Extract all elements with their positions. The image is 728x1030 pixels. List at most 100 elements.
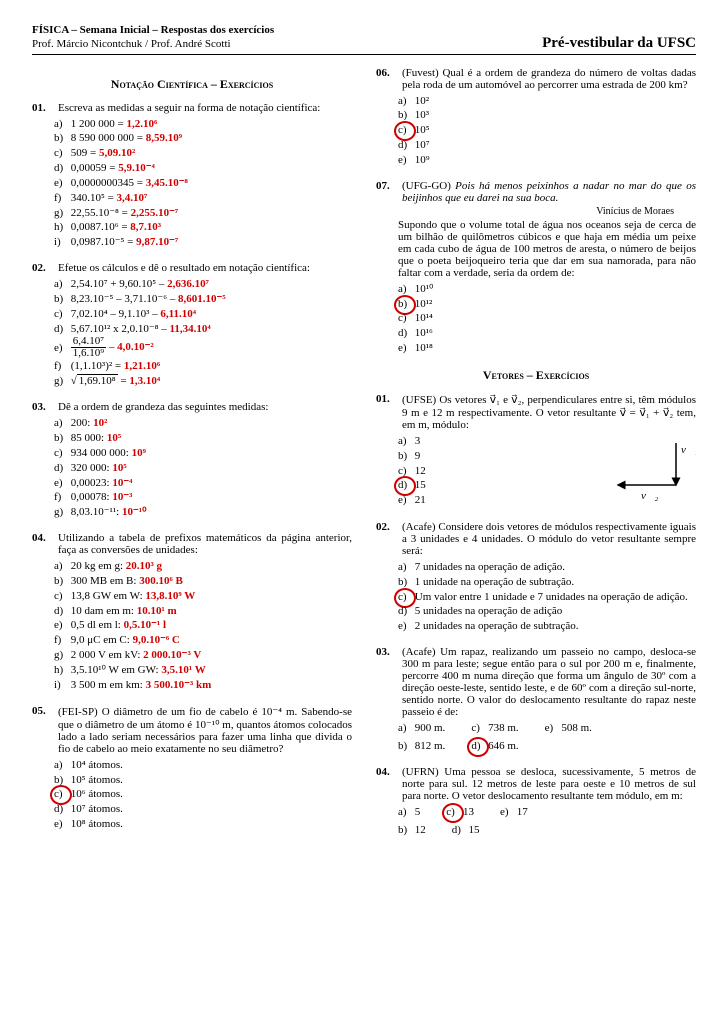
opt-a: a) 900 m. (398, 721, 445, 736)
q-text: Escreva as medidas a seguir na forma de … (58, 102, 352, 114)
course-title: FÍSICA – Semana Inicial – Respostas dos … (32, 24, 274, 38)
opt-g: g) 8,03.10⁻¹¹: 10⁻¹⁰ (54, 505, 352, 520)
opt-d: d) 10¹⁶ (398, 326, 696, 341)
opt-e: e) 0,00023: 10⁻⁴ (54, 476, 352, 491)
q-text: (Acafe) Considere dois vetores de módulo… (402, 521, 696, 557)
opt-d: d) 646 m. (471, 739, 518, 754)
opt-i: i) 0,0987.10⁻⁵ = 9,87.10⁻⁷ (54, 235, 352, 250)
opt-c: c) 13,8 GW em W: 13,8.10⁹ W (54, 589, 352, 604)
q-num: 01. (32, 102, 52, 114)
q-text: Efetue os cálculos e dê o resultado em n… (58, 262, 352, 274)
opt-a: a) 5 (398, 805, 420, 820)
q-num: 02. (32, 262, 52, 274)
opt-e: e) 10⁸ átomos. (54, 817, 352, 832)
question-07: 07. (UFG-GO) Pois há menos peixinhos a n… (376, 180, 696, 356)
page-header: FÍSICA – Semana Inicial – Respostas dos … (32, 24, 696, 55)
opt-a: a) 10¹⁰ (398, 282, 696, 297)
opt-e: e) 2 unidades na operação de subtração. (398, 619, 696, 634)
content-columns: Notação Científica – Exercícios 01. Escr… (32, 67, 696, 850)
opt-d: d) 15 (452, 823, 480, 838)
opt-g: g) 2 000 V em kV: 2 000.10⁻³ V (54, 648, 352, 663)
opt-e: e) 21 (398, 493, 696, 508)
opt-d: d) 10⁷ (398, 138, 696, 153)
opt-b: b) 1 unidade na operação de subtração. (398, 575, 696, 590)
opt-f: f) 9,0 μC em C: 9,0.10⁻⁶ C (54, 633, 352, 648)
q-text: (FEI-SP) O diâmetro de um fio de cabelo … (58, 705, 352, 755)
opt-b: b) 10⁵ átomos. (54, 773, 352, 788)
opt-b: b) 812 m. (398, 739, 445, 754)
opt-f: f) 0,00078: 10⁻³ (54, 490, 352, 505)
opt-b: b) 9 (398, 449, 696, 464)
opt-e: e) 10⁹ (398, 153, 696, 168)
opt-e: e) 10¹⁸ (398, 341, 696, 356)
opt-b: b) 10³ (398, 108, 696, 123)
opt-b: b) 12 (398, 823, 426, 838)
right-column: 06. (Fuvest) Qual é a ordem de grandeza … (376, 67, 696, 850)
opt-b: b) 300 MB em B: 300.10⁶ B (54, 574, 352, 589)
opt-c: c) 934 000 000: 10⁹ (54, 446, 352, 461)
q-num: 07. (376, 180, 396, 204)
opt-g: g) 22,55.10⁻⁸ = 2,255.10⁻⁷ (54, 206, 352, 221)
opt-c: c) 10¹⁴ (398, 311, 696, 326)
institution: Pré-vestibular da UFSC (542, 35, 696, 52)
opt-a: a) 3 (398, 434, 696, 449)
opt-d: d) 320 000: 10⁵ (54, 461, 352, 476)
q-num: 02. (376, 521, 396, 557)
opt-a: a) 10² (398, 94, 696, 109)
opt-a: a) 10⁴ átomos. (54, 758, 352, 773)
opt-d: d) 5,67.10¹² x 2,0.10⁻⁸ – 11,34.10⁴ (54, 322, 352, 337)
q-body-cont: Supondo que o volume total de água nos o… (398, 219, 696, 279)
opt-b: b) 10¹² (398, 297, 696, 312)
question-06: 06. (Fuvest) Qual é a ordem de grandeza … (376, 67, 696, 168)
opt-c: c) Um valor entre 1 unidade e 7 unidades… (398, 590, 696, 605)
opt-c: c) 509 = 5,09.10² (54, 146, 352, 161)
opt-c: c) 738 m. (471, 721, 518, 736)
header-left: FÍSICA – Semana Inicial – Respostas dos … (32, 24, 274, 52)
opt-h: h) 3,5.10¹⁰ W em GW: 3,5.10¹ W (54, 663, 352, 678)
vector-question-01: 01. (UFSE) Os vetores v⃗₁ e v⃗₂, perpend… (376, 393, 696, 509)
opt-a: a) 200: 10² (54, 416, 352, 431)
opt-d: d) 0,00059 = 5,9.10⁻⁴ (54, 161, 352, 176)
question-01: 01. Escreva as medidas a seguir na forma… (32, 102, 352, 251)
q-text: (UFRN) Uma pessoa se desloca, sucessivam… (402, 766, 696, 802)
professors: Prof. Márcio Nicontchuk / Prof. André Sc… (32, 38, 274, 52)
opt-f: f) (1,1.10³)² = 1,21.10⁶ (54, 359, 352, 374)
opt-h: h) 0,0087.10⁶ = 8,7.10³ (54, 220, 352, 235)
opt-e: e) 17 (500, 805, 528, 820)
opt-a: a) 1 200 000 = 1,2.10⁶ (54, 117, 352, 132)
vector-question-04: 04. (UFRN) Uma pessoa se desloca, sucess… (376, 766, 696, 838)
opt-c: c) 12 (398, 464, 696, 479)
q-num: 01. (376, 393, 396, 431)
opt-d: d) 10⁷ átomos. (54, 802, 352, 817)
q-text: (UFG-GO) Pois há menos peixinhos a nadar… (402, 180, 696, 204)
question-04: 04. Utilizando a tabela de prefixos mate… (32, 532, 352, 693)
opt-c: c) 10⁵ (398, 123, 696, 138)
q-num: 03. (376, 646, 396, 718)
q-text: (Fuvest) Qual é a ordem de grandeza do n… (402, 67, 696, 91)
q-text: Utilizando a tabela de prefixos matemáti… (58, 532, 352, 556)
q-text: Dê a ordem de grandeza das seguintes med… (58, 401, 352, 413)
opt-b: b) 8,23.10⁻⁵ – 3,71.10⁻⁶ – 8,601.10⁻⁵ (54, 292, 352, 307)
question-02: 02. Efetue os cálculos e dê o resultado … (32, 262, 352, 389)
opt-d: d) 10 dam em m: 10.10¹ m (54, 604, 352, 619)
poem-author: Vinícius de Moraes (376, 206, 674, 217)
vector-question-03: 03. (Acafe) Um rapaz, realizando um pass… (376, 646, 696, 754)
section-notacao: Notação Científica – Exercícios (32, 77, 352, 92)
opt-c: c) 10⁶ átomos. (54, 787, 352, 802)
q-num: 05. (32, 705, 52, 755)
q-text: (Acafe) Um rapaz, realizando um passeio … (402, 646, 696, 718)
vector-question-02: 02. (Acafe) Considere dois vetores de mó… (376, 521, 696, 634)
q-num: 04. (376, 766, 396, 802)
question-03: 03. Dê a ordem de grandeza das seguintes… (32, 401, 352, 520)
q-text: (UFSE) Os vetores v⃗₁ e v⃗₂, perpendicul… (402, 393, 696, 431)
opt-a: a) 2,54.10⁷ + 9,60.10⁵ – 2,636.10⁷ (54, 277, 352, 292)
opt-b: b) 85 000: 10⁵ (54, 431, 352, 446)
section-vetores: Vetores – Exercícios (376, 368, 696, 383)
opt-d: d) 15 (398, 478, 696, 493)
left-column: Notação Científica – Exercícios 01. Escr… (32, 67, 352, 850)
question-05: 05. (FEI-SP) O diâmetro de um fio de cab… (32, 705, 352, 832)
opt-c: c) 13 (446, 805, 474, 820)
q-num: 04. (32, 532, 52, 556)
opt-f: f) 340.10⁵ = 3,4.10⁷ (54, 191, 352, 206)
opt-e: e) 6,4.10⁷1,6.10⁹ – 4,0.10⁻² (54, 336, 352, 359)
